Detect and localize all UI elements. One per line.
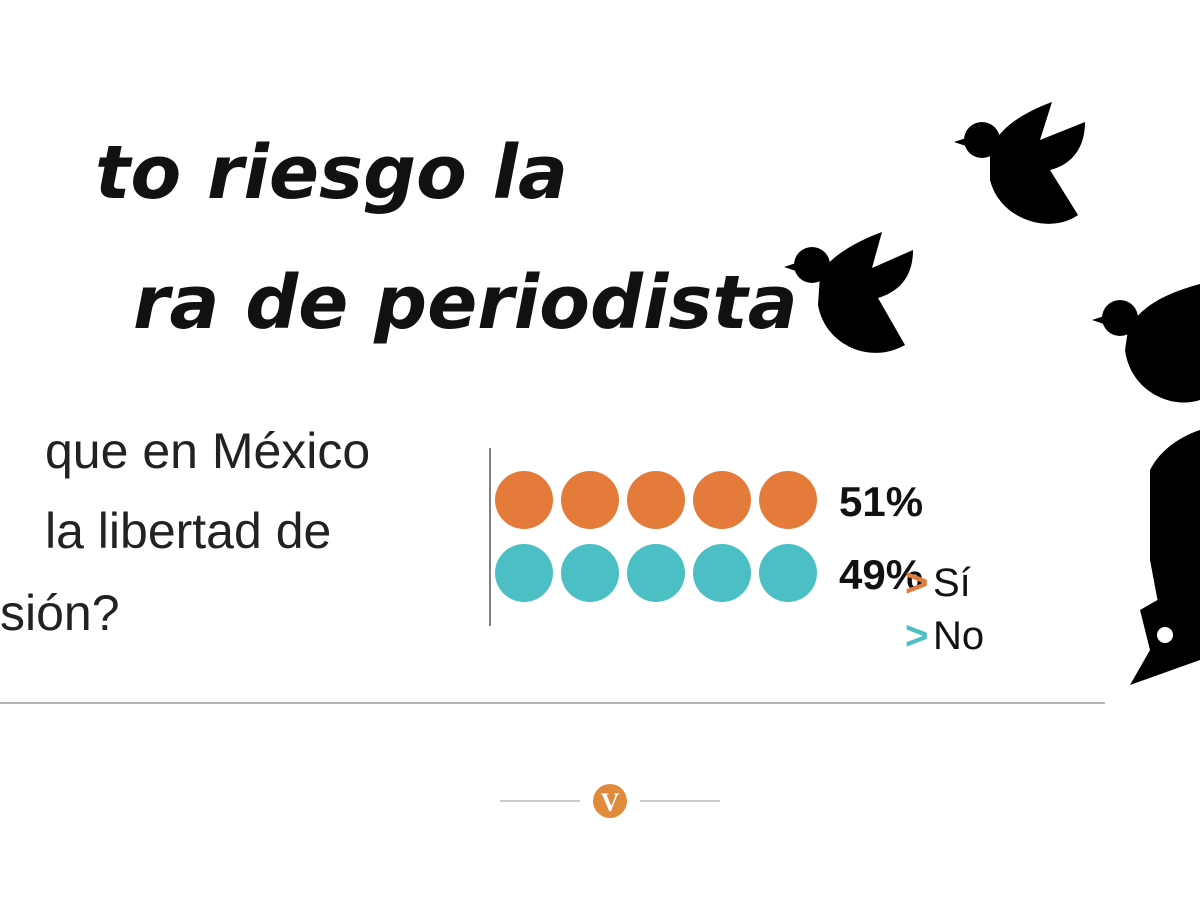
pictogram-dot	[495, 544, 553, 602]
title-line: ra de periodista	[133, 260, 798, 346]
pictogram-dot	[627, 544, 685, 602]
logo: V	[601, 788, 620, 817]
legend-label: Sí	[933, 561, 971, 605]
pictogram-dot	[561, 544, 619, 602]
pictogram-dot	[759, 471, 817, 529]
bird	[954, 102, 1085, 224]
pictogram-dot	[693, 544, 751, 602]
value-label: 51%	[839, 478, 923, 525]
pictogram-dot	[759, 544, 817, 602]
title-line: to riesgo la	[95, 130, 568, 216]
question-line: la libertad de	[45, 503, 331, 559]
pictogram-dot	[627, 471, 685, 529]
question-line: sión?	[0, 585, 120, 641]
bird	[1092, 284, 1200, 403]
pictogram-dot	[693, 471, 751, 529]
question-line: que en México	[45, 423, 370, 479]
legend-marker: >	[905, 614, 928, 658]
pictogram-dot	[561, 471, 619, 529]
legend-label: No	[933, 614, 984, 658]
value-label: 49%	[839, 551, 923, 598]
legend-marker: >	[905, 561, 928, 605]
bird	[784, 232, 913, 353]
logo-badge	[593, 784, 627, 818]
pictogram-dot	[495, 471, 553, 529]
pen-nib	[1130, 430, 1200, 685]
